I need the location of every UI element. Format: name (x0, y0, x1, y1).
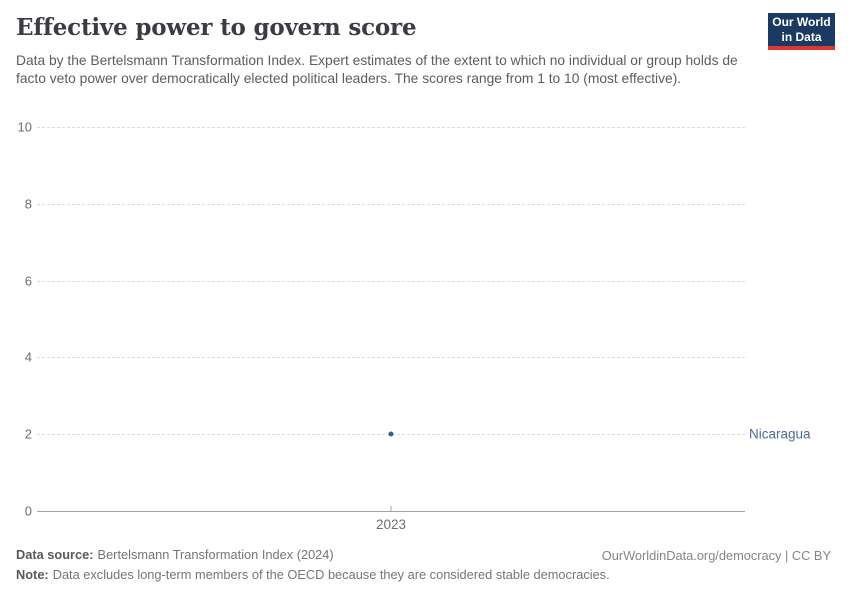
footer-note-value: Data excludes long-term members of the O… (52, 567, 610, 582)
data-point (388, 431, 394, 437)
x-axis-tick-label: 2023 (375, 517, 407, 532)
footer-source-label: Data source: (16, 547, 94, 562)
chart-subtitle: Data by the Bertelsmann Transformation I… (16, 53, 738, 87)
footer-source-value: Bertelsmann Transformation Index (2024) (97, 547, 334, 562)
entity-label[interactable]: Nicaragua (749, 426, 811, 442)
x-axis-tick (390, 506, 392, 511)
chart-title: Effective power to govern score (16, 14, 417, 41)
y-gridline (37, 203, 745, 205)
x-axis-line (37, 511, 745, 512)
y-axis-tick-label: 10 (17, 119, 32, 135)
y-axis-tick-label: 8 (24, 196, 32, 212)
y-gridline (37, 280, 745, 282)
y-axis-tick-label: 2 (24, 426, 32, 442)
y-axis-tick-label: 0 (24, 503, 32, 519)
footer-note-label: Note: (16, 567, 49, 582)
y-axis-tick-label: 6 (24, 273, 32, 289)
owid-logo-line1: Our World (772, 15, 831, 29)
owid-logo[interactable]: Our World in Data (768, 13, 835, 50)
y-gridline (37, 357, 745, 359)
footer-note: Note: Data excludes long-term members of … (16, 567, 610, 583)
footer-license-link[interactable]: OurWorldinData.org/democracy | CC BY (601, 548, 831, 563)
y-gridline (37, 127, 745, 128)
y-axis-tick-label: 4 (24, 349, 32, 365)
footer-source: Data source: Bertelsmann Transformation I… (16, 547, 334, 563)
owid-logo-line2: in Data (781, 29, 822, 44)
